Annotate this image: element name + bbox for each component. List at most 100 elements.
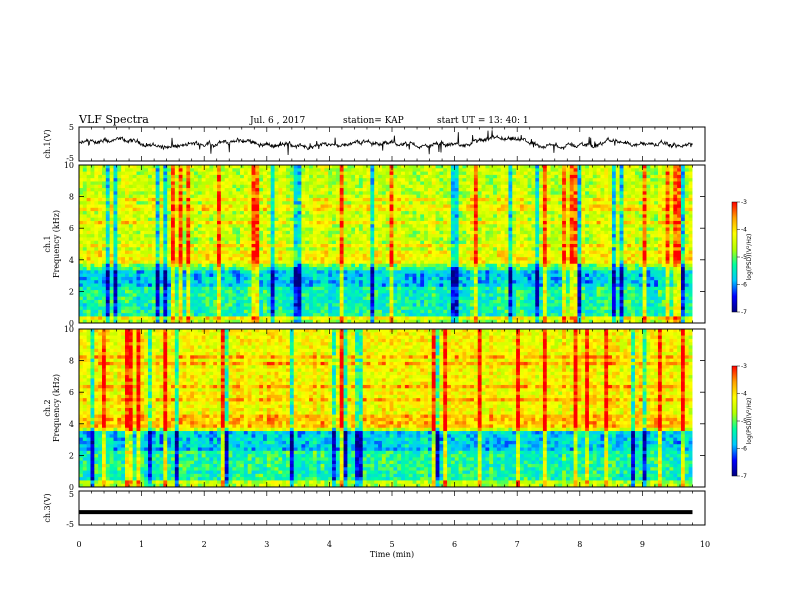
ch1-spectrogram-cell [335, 270, 341, 275]
ch1-spectrogram-cell [274, 220, 279, 225]
ch1-spectrogram-cell [255, 201, 260, 205]
ch1-spectrogram-cell [174, 253, 180, 258]
ch1-spectrogram-cell [358, 293, 364, 298]
ch1-spectrogram-cell [424, 234, 429, 238]
ch1-spectrogram-cell [159, 197, 164, 202]
ch1-spectrogram-cell [121, 283, 126, 288]
ch1-spectrogram-cell [339, 306, 344, 311]
ch1-spectrogram-cell [113, 201, 118, 205]
ch1-spectrogram-cell [209, 168, 214, 172]
ch1-spectrogram-cell [286, 188, 291, 192]
ch1-spectrogram-cell [190, 273, 195, 278]
ch1-spectrogram-cell [136, 234, 141, 238]
ch1-spectrogram-cell [132, 319, 137, 324]
ch1-spectrogram-cell [109, 181, 114, 186]
ch1-spectrogram-cell [351, 188, 356, 192]
ch1-spectrogram-cell [136, 227, 141, 232]
ch1-spectrogram-cell [266, 181, 272, 186]
ch1-spectrogram-cell [263, 316, 268, 321]
ch1-spectrogram-cell [328, 319, 333, 324]
ch1-spectrogram-cell [163, 174, 168, 179]
ch1-spectrogram-cell [305, 250, 310, 255]
ch1-spectrogram-cell [209, 207, 214, 212]
ch1-spectrogram-cell [228, 280, 233, 284]
ch1-spectrogram-cell [397, 286, 402, 291]
ch1-spectrogram-cell [263, 207, 268, 212]
ch1-spectrogram-cell [381, 207, 387, 212]
ch1-spectrogram-cell [105, 181, 111, 186]
ch1-spectrogram-cell [335, 237, 341, 242]
ch1-spectrogram-cell [416, 217, 421, 222]
ch1-spectrogram-cell [324, 260, 329, 265]
ch1-spectrogram-cell [439, 188, 444, 192]
ch1-spectrogram-cell [136, 270, 141, 275]
ch1-spectrogram-cell [186, 244, 191, 248]
ch1-spectrogram-cell [466, 194, 471, 199]
ch1-spectrogram-cell [136, 247, 141, 251]
ch1-spectrogram-cell [289, 247, 295, 251]
ch1-spectrogram-cell [86, 207, 91, 212]
ch1-spectrogram-cell [443, 309, 448, 314]
ch1-spectrogram-cell [316, 309, 321, 314]
ch1-spectrogram-cell [174, 211, 180, 215]
ch1-spectrogram-cell [312, 188, 318, 192]
ch1-spectrogram-cell [339, 234, 344, 238]
ch1-spectrogram-cell [125, 247, 130, 251]
ch1-spectrogram-cell [378, 290, 383, 294]
ch1-spectrogram-cell [378, 234, 383, 238]
ch1-spectrogram-cell [374, 188, 379, 192]
ch1-spectrogram-cell [255, 260, 260, 265]
ch1-spectrogram-cell [412, 211, 417, 215]
ch1-spectrogram-cell [178, 181, 183, 186]
ch1-spectrogram-cell [105, 234, 111, 238]
ch1-spectrogram-cell [378, 309, 383, 314]
ch1-spectrogram-cell [362, 270, 367, 275]
ch1-spectrogram-cell [255, 234, 260, 238]
ch1-spectrogram-cell [358, 286, 364, 291]
ch1-spectrogram-cell [255, 257, 260, 261]
ch1-spectrogram-cell [297, 240, 302, 245]
ch1-spectrogram-cell [213, 250, 218, 255]
ch1-spectrogram-cell [274, 263, 279, 268]
ch1-spectrogram-cell [178, 224, 183, 228]
ch1-spectrogram-cell [205, 165, 210, 169]
ch1-spectrogram-cell [117, 181, 122, 186]
ch1-spectrogram-cell [435, 247, 440, 251]
ch1-spectrogram-cell [408, 247, 413, 251]
ch1-spectrogram-cell [412, 306, 417, 311]
ch1-spectrogram-cell [105, 306, 111, 311]
ch1-spectrogram-cell [312, 224, 318, 228]
ch1-spectrogram-cell [98, 237, 103, 242]
ch1-spectrogram-cell [266, 191, 272, 196]
ch1-spectrogram-cell [102, 240, 107, 245]
ch1-spectrogram-cell [125, 181, 130, 186]
ch1-spectrogram-cell [213, 244, 218, 248]
ch1-spectrogram-cell [217, 214, 222, 219]
ch1-spectrogram-cell [243, 257, 249, 261]
ch1-spectrogram-cell [420, 217, 425, 222]
ch1-spectrogram-cell [401, 227, 406, 232]
ch1-spectrogram-cell [270, 273, 275, 278]
ch1-spectrogram-cell [259, 237, 264, 242]
ch1-spectrogram-cell [462, 234, 467, 238]
ch1-spectrogram-cell [171, 316, 176, 321]
ch1-spectrogram-cell [121, 191, 126, 196]
ch1-spectrogram-cell [220, 267, 226, 271]
ch1-spectrogram-cell [205, 217, 210, 222]
ch1-spectrogram-cell [462, 211, 467, 215]
ch1-spectrogram-cell [117, 237, 122, 242]
ch1-spectrogram-cell [362, 296, 367, 301]
ch1-spectrogram-cell [220, 253, 226, 258]
ch1-spectrogram-cell [473, 217, 479, 222]
ch1-spectrogram-cell [412, 240, 417, 245]
ch1-spectrogram-cell [366, 316, 371, 321]
ch1-spectrogram-cell [205, 273, 210, 278]
ch1-spectrogram-cell [297, 299, 302, 304]
ch1-spectrogram-cell [450, 316, 456, 321]
ch1-spectrogram-cell [136, 165, 141, 169]
ch1-spectrogram-cell [144, 224, 149, 228]
ch1-spectrogram-cell [278, 211, 283, 215]
ch1-spectrogram-cell [293, 313, 298, 317]
ch1-spectrogram-cell [454, 303, 459, 307]
ch1-spectrogram-cell [178, 234, 183, 238]
